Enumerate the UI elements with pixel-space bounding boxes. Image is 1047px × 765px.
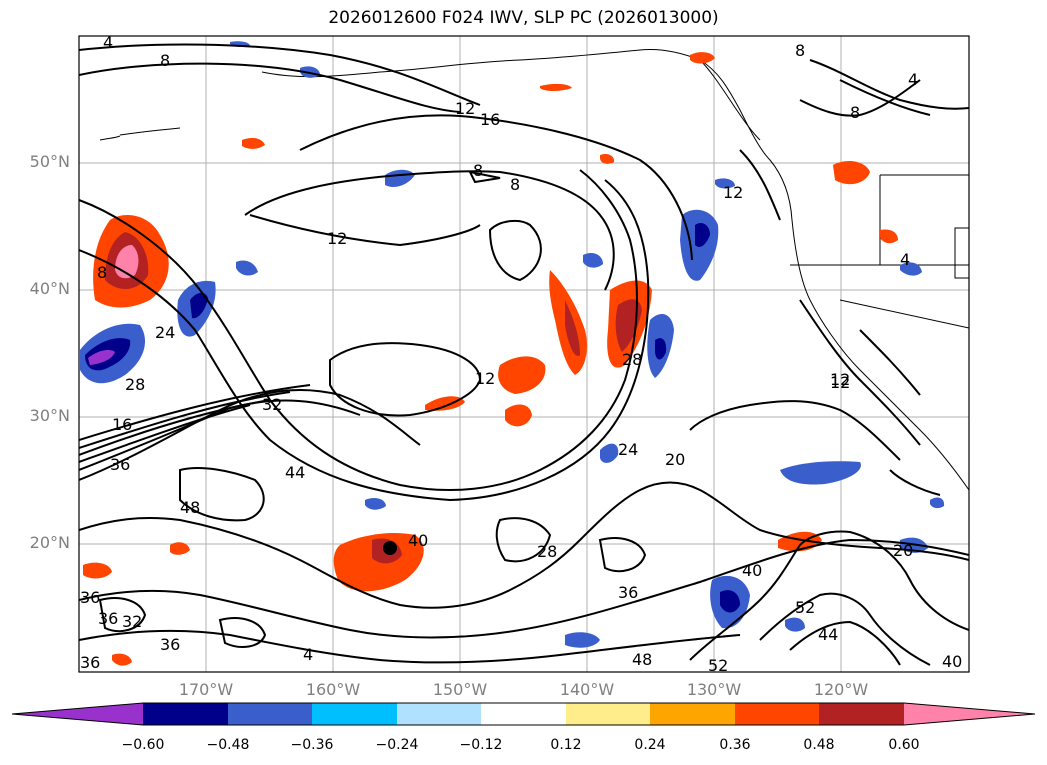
contour-label: 8 — [97, 263, 107, 282]
contour-label: 36 — [98, 609, 118, 628]
contour-label: 4 — [103, 33, 113, 52]
lat-label-40n: 40°N — [29, 279, 70, 298]
contour-label: 48 — [632, 650, 652, 669]
colorbar-swatch — [228, 703, 312, 725]
colorbar — [11, 702, 1036, 726]
colorbar-swatch — [819, 703, 904, 725]
contour-label: 28 — [537, 542, 557, 561]
contour-label: 28 — [622, 350, 642, 369]
colorbar-tick: −0.24 — [375, 737, 419, 753]
contour-label: 24 — [155, 323, 175, 342]
map-frame — [78, 35, 970, 673]
colorbar-swatch — [397, 703, 481, 725]
colorbar-swatch — [481, 703, 566, 725]
contour-label: 36 — [618, 583, 638, 602]
contour-label: 44 — [818, 625, 838, 644]
contour-label: 16 — [112, 415, 132, 434]
contour-label: 8 — [850, 103, 860, 122]
colorbar-tick: −0.60 — [121, 737, 165, 753]
colorbar-outline — [11, 702, 1036, 726]
contour-label: 52 — [708, 656, 728, 675]
map-title: 2026012600 F024 IWV, SLP PC (2026013000) — [328, 8, 719, 28]
lat-label-30n: 30°N — [29, 406, 70, 425]
contour-label: 32 — [122, 612, 142, 631]
colorbar-tick: 0.24 — [634, 737, 666, 753]
contour-label: 8 — [160, 51, 170, 70]
colorbar-tick: −0.48 — [206, 737, 250, 753]
contour-label: 48 — [180, 498, 200, 517]
lon-label-150w: 150°W — [432, 680, 488, 699]
negative-anomalies — [80, 41, 945, 648]
contour-label: 8 — [795, 41, 805, 60]
contour-label: 36 — [110, 455, 130, 474]
contour-label: 20 — [665, 450, 685, 469]
colorbar-swatch — [650, 703, 735, 725]
contour-label: 12 — [455, 99, 475, 118]
contour-label: 36 — [80, 588, 100, 607]
contour-label: 12 — [830, 373, 850, 392]
contour-label: 36 — [160, 635, 180, 654]
contour-label: 8 — [510, 175, 520, 194]
colorbar-extend-low — [12, 703, 143, 725]
contour-label: 32 — [262, 395, 282, 414]
lon-label-160w: 160°W — [305, 680, 361, 699]
contour-label: 40 — [942, 652, 962, 671]
lon-label-140w: 140°W — [559, 680, 615, 699]
contour-label: 52 — [795, 598, 815, 617]
colorbar-swatch — [735, 703, 819, 725]
lat-label-50n: 50°N — [29, 152, 70, 171]
contour-label: 12 — [723, 183, 743, 202]
colorbar-tick: 0.60 — [888, 737, 920, 753]
slp-contours — [79, 43, 969, 666]
contour-label: 40 — [742, 561, 762, 580]
contour-label: 12 — [327, 229, 347, 248]
contour-label: 4 — [303, 645, 313, 664]
colorbar-tick: 0.48 — [803, 737, 835, 753]
lon-label-130w: 130°W — [686, 680, 742, 699]
colorbar-tick: 0.36 — [719, 737, 751, 753]
contour-labels: 4 8 12 16 8 8 12 12 8 24 32 36 16 28 44 … — [80, 33, 962, 675]
map-area: 4 8 12 16 8 8 12 12 8 24 32 36 16 28 44 … — [79, 33, 969, 675]
colorbar-swatch — [143, 703, 228, 725]
contour-label: 40 — [408, 531, 428, 550]
contour-label: 12 — [475, 369, 495, 388]
contour-label: 4 — [900, 250, 910, 269]
colorbar-swatch — [312, 703, 397, 725]
contour-label: 8 — [473, 161, 483, 180]
colorbar-tick: −0.36 — [290, 737, 334, 753]
positive-anomalies — [83, 52, 898, 666]
contour-label: 24 — [618, 440, 638, 459]
colorbar-extend-high — [904, 703, 1035, 725]
lat-label-20n: 20°N — [29, 533, 70, 552]
contour-label: 4 — [908, 70, 918, 89]
colorbar-tick: −0.12 — [459, 737, 503, 753]
contour-label: 20 — [893, 541, 913, 560]
contour-label: 36 — [80, 653, 100, 672]
contour-label: 16 — [480, 110, 500, 129]
colorbar-tick: 0.12 — [550, 737, 582, 753]
contour-label: 44 — [285, 463, 305, 482]
colorbar-swatch — [566, 703, 650, 725]
lon-label-120w: 120°W — [813, 680, 869, 699]
coastlines — [99, 49, 969, 491]
lon-label-170w: 170°W — [178, 680, 234, 699]
contour-label: 12 — [830, 370, 850, 389]
contour-label: 28 — [125, 375, 145, 394]
